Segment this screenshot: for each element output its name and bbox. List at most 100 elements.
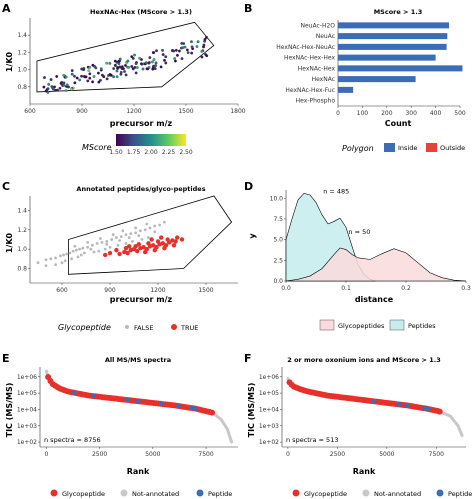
data-point xyxy=(67,85,70,89)
panel-c-title: Annotated peptides/glyco-peptides xyxy=(76,185,205,193)
panel-a-legend-title: MScore xyxy=(82,143,112,152)
true-point xyxy=(171,243,177,248)
true-point xyxy=(143,249,148,255)
data-point xyxy=(94,66,98,70)
data-point xyxy=(152,58,156,61)
x-tick-label: 2500 xyxy=(92,451,107,458)
false-point xyxy=(124,233,128,237)
colorbar-tick-label: 1.50 xyxy=(109,149,123,156)
legend-false-label: FALSE xyxy=(134,324,153,332)
x-tick-label: 0 xyxy=(336,110,340,117)
y-tick-label: 1e+05 xyxy=(259,390,279,397)
data-point xyxy=(58,86,62,90)
y-tick-label: 1e+03 xyxy=(17,423,37,430)
panel-e-xlabel: Rank xyxy=(127,467,150,476)
data-point xyxy=(108,73,112,77)
data-point xyxy=(174,48,178,52)
true-point xyxy=(155,239,161,244)
false-point xyxy=(79,253,83,257)
false-point xyxy=(54,256,57,260)
true-point xyxy=(151,243,156,248)
data-point xyxy=(108,61,112,65)
true-point xyxy=(103,252,108,258)
x-tick-label: 0 xyxy=(44,451,48,458)
data-point xyxy=(164,55,168,59)
y-tick-label: 1e+04 xyxy=(259,406,279,413)
false-point xyxy=(95,241,99,245)
false-point xyxy=(148,226,152,230)
panel-e: E All MS/MS spectra Rank TIC (MS/MS) 0 25… xyxy=(2,352,238,498)
y-tick-label: 1e+02 xyxy=(259,439,279,446)
bar xyxy=(338,65,463,72)
peptide-point xyxy=(124,397,130,403)
false-point xyxy=(158,223,162,227)
glycopeptide-point xyxy=(209,409,216,416)
false-point xyxy=(103,247,107,251)
data-point xyxy=(112,75,116,79)
y-tick-label: 1e+04 xyxy=(17,406,37,413)
panel-d-plot: 0.0 0.1 0.2 0.3 0.0 2.5 5.0 7.5 10.0 n = 485 n = 5… xyxy=(270,187,471,292)
data-point xyxy=(51,87,55,91)
true-point xyxy=(114,247,119,253)
bar xyxy=(338,43,447,50)
data-point xyxy=(99,78,102,82)
data-point xyxy=(88,76,92,80)
true-point xyxy=(165,237,170,242)
data-point xyxy=(91,63,95,67)
data-point xyxy=(133,53,136,57)
legend-glycopeptides-label: Glycopeptides xyxy=(338,322,385,330)
data-point xyxy=(54,88,58,92)
true-point xyxy=(146,241,151,246)
data-point xyxy=(170,49,174,52)
true-point xyxy=(117,251,122,257)
y-tick-label: 1.0 xyxy=(17,67,27,74)
peptide-point xyxy=(426,406,431,412)
x-tick-label: 100 xyxy=(357,110,369,117)
legend-e-peptide-marker xyxy=(196,489,204,497)
legend-f-notannotated-label: Not-annotated xyxy=(374,490,421,498)
bar xyxy=(338,76,416,83)
x-tick-label: 5000 xyxy=(145,451,160,458)
bar-category-label: HexNAc-Hex-Fuc xyxy=(285,87,335,94)
data-point xyxy=(62,73,66,77)
peptide-point xyxy=(188,405,194,411)
panel-e-title: All MS/MS spectra xyxy=(105,356,171,364)
panel-a-xlabel: precursor m/z xyxy=(110,119,173,128)
data-point xyxy=(155,49,158,53)
x-tick-label: 1500 xyxy=(198,287,213,294)
panel-e-ylabel: TIC (MS/MS) xyxy=(5,383,14,438)
data-point xyxy=(176,53,179,57)
x-tick-label: 900 xyxy=(76,108,88,115)
false-point xyxy=(134,231,138,235)
true-point xyxy=(125,250,130,256)
x-tick-label: 0.2 xyxy=(401,285,411,292)
data-point xyxy=(173,57,177,60)
colorbar-tick-label: 1.75 xyxy=(127,149,141,156)
false-point xyxy=(143,228,147,232)
data-point xyxy=(115,69,119,73)
false-point xyxy=(105,242,109,246)
true-point xyxy=(160,241,165,246)
data-point xyxy=(43,76,46,79)
x-tick-label: 0.3 xyxy=(461,285,471,292)
data-point xyxy=(87,69,91,72)
y-tick-label: 7.5 xyxy=(273,216,283,223)
data-point xyxy=(124,64,127,67)
data-point xyxy=(154,61,158,65)
data-point xyxy=(116,66,119,69)
data-point xyxy=(182,42,186,45)
data-point xyxy=(130,65,134,68)
panel-c-ylabel: 1/K0 xyxy=(5,232,14,253)
x-tick-label: 500 xyxy=(454,110,466,117)
data-point xyxy=(153,67,157,70)
colorbar-tick-label: 2.00 xyxy=(144,149,158,156)
false-point xyxy=(127,236,131,239)
data-point xyxy=(134,62,138,66)
data-point xyxy=(151,60,154,64)
data-point xyxy=(147,65,151,69)
false-point xyxy=(139,229,142,233)
x-tick-label: 400 xyxy=(430,110,442,117)
panel-a-colorbar: 1.50 1.75 2.00 2.25 2.50 xyxy=(109,134,193,156)
legend-outside-swatch xyxy=(426,143,437,152)
